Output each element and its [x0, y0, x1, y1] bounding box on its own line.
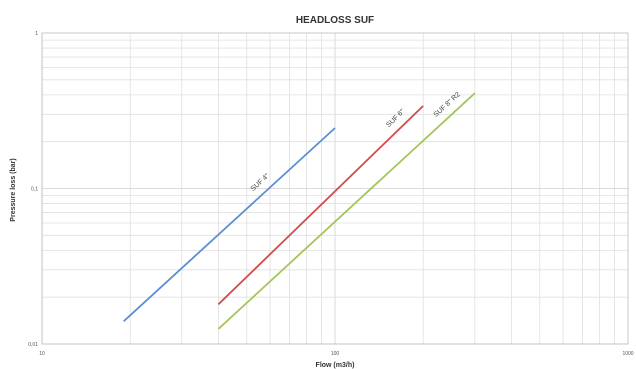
- chart-title: HEADLOSS SUF: [296, 15, 374, 26]
- x-tick-label: 10: [39, 351, 45, 357]
- x-tick-label: 100: [331, 351, 340, 357]
- x-tick-label: 1000: [622, 351, 633, 357]
- y-tick-label: 0,1: [31, 187, 38, 193]
- y-tick-label: 0,01: [28, 342, 38, 348]
- plot-frame: [41, 32, 629, 345]
- series-lines: [123, 92, 476, 330]
- series-line-suf-6: [217, 105, 424, 305]
- series-line-suf-4: [123, 127, 336, 322]
- grid: [41, 33, 628, 345]
- plot-area-border: [41, 32, 629, 345]
- x-axis-label: Flow (m3/h): [316, 362, 355, 369]
- y-axis-label: Pressure loss (bar): [10, 158, 17, 221]
- y-tick-label: 1: [35, 31, 38, 37]
- series-line-suf-8-r2: [217, 92, 476, 330]
- tick-labels: 10 100 1000 0,01 0,1 1: [28, 31, 634, 357]
